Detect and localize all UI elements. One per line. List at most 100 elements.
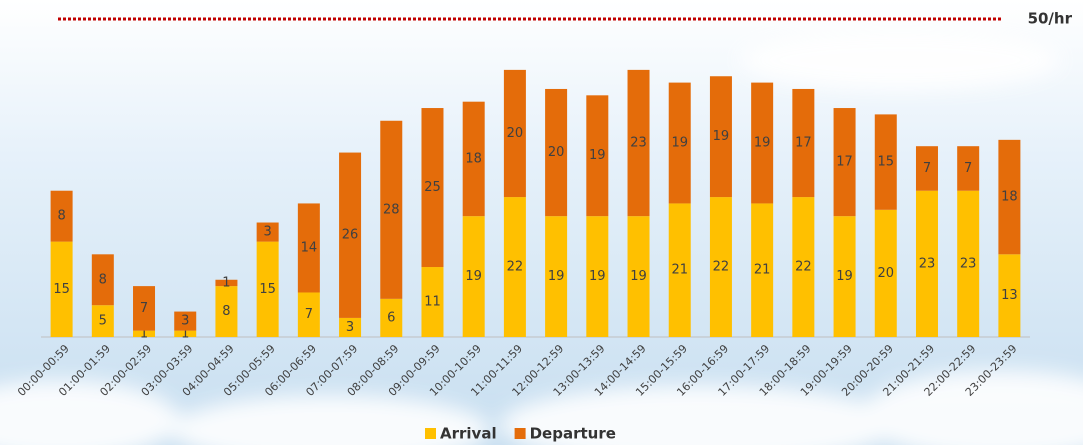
data-label: 7 — [305, 307, 313, 322]
data-label: 7 — [964, 161, 972, 176]
data-label: 23 — [630, 136, 647, 151]
bar-segment — [215, 279, 238, 287]
data-label: 19 — [548, 269, 565, 284]
data-label: 15 — [259, 282, 276, 297]
bar-segment — [174, 311, 197, 331]
bar-segment — [751, 203, 774, 337]
legend-label: Arrival — [440, 425, 497, 443]
data-label: 3 — [346, 320, 354, 335]
bar-segment — [91, 254, 114, 306]
data-label: 8 — [99, 272, 107, 287]
data-label: 20 — [877, 266, 894, 281]
bar-segment — [297, 203, 320, 293]
bar-segment — [133, 286, 156, 331]
bar-segment — [545, 88, 568, 217]
data-label: 11 — [424, 295, 441, 310]
data-label: 5 — [99, 314, 107, 329]
data-label: 7 — [140, 301, 148, 316]
legend-swatch — [425, 428, 436, 439]
bar-segment — [957, 190, 980, 337]
legend-label: Departure — [530, 425, 616, 443]
bar-segment — [545, 216, 568, 337]
data-label: 15 — [53, 282, 70, 297]
bar-segment — [915, 190, 938, 337]
data-label: 7 — [923, 161, 931, 176]
data-label: 22 — [795, 260, 812, 275]
data-label: 19 — [465, 269, 482, 284]
bar-segment — [709, 197, 732, 337]
bar-segment — [339, 152, 362, 318]
legend-swatch — [514, 428, 526, 439]
data-label: 18 — [465, 151, 482, 166]
data-label: 28 — [383, 202, 400, 217]
bar-segment — [503, 69, 526, 198]
bar-segment — [421, 108, 444, 268]
bar-segment — [874, 114, 897, 210]
reference-label: 50/hr — [1028, 10, 1073, 28]
bar-segment — [50, 241, 73, 337]
data-label: 19 — [836, 269, 853, 284]
bar-segment — [751, 82, 774, 204]
bar-segment — [792, 197, 815, 337]
bar-segment — [915, 146, 938, 191]
bar-segment — [627, 69, 650, 217]
bar-segment — [586, 216, 609, 337]
data-label: 26 — [342, 228, 359, 243]
data-label: 3 — [181, 314, 189, 329]
data-label: 19 — [754, 136, 771, 151]
bar-segment — [421, 267, 444, 337]
data-label: 1 — [140, 326, 148, 341]
data-label: 15 — [877, 155, 894, 170]
bar-segment — [503, 197, 526, 337]
data-label: 19 — [713, 129, 730, 144]
bar-segment — [380, 298, 403, 337]
bar-segment — [380, 120, 403, 299]
data-label: 1 — [222, 275, 230, 290]
data-label: 17 — [836, 155, 853, 170]
bar-segment — [833, 108, 856, 217]
bar-segment — [297, 292, 320, 337]
data-label: 20 — [507, 126, 524, 141]
data-label: 13 — [1001, 288, 1018, 303]
bar-segment — [874, 209, 897, 337]
bar-segment — [998, 254, 1021, 337]
data-label: 6 — [387, 310, 395, 325]
data-label: 23 — [919, 256, 936, 271]
clouds — [0, 30, 1083, 445]
data-label: 8 — [222, 304, 230, 319]
bar-segment — [133, 330, 156, 337]
data-label: 3 — [264, 225, 272, 240]
data-label: 22 — [713, 260, 730, 275]
data-label: 19 — [671, 136, 688, 151]
bar-segment — [627, 216, 650, 337]
bar-segment — [256, 241, 279, 337]
data-label: 17 — [795, 136, 812, 151]
bar-segment — [668, 82, 691, 204]
data-label: 19 — [589, 269, 606, 284]
data-label: 8 — [57, 209, 65, 224]
data-label: 19 — [589, 148, 606, 163]
data-label: 20 — [548, 145, 565, 160]
bar-segment — [957, 146, 980, 191]
bar-segment — [339, 317, 362, 337]
data-label: 21 — [754, 263, 771, 278]
data-label: 22 — [507, 260, 524, 275]
data-label: 14 — [301, 240, 318, 255]
bar-segment — [50, 190, 73, 242]
bar-segment — [256, 222, 279, 242]
data-label: 21 — [671, 263, 688, 278]
data-label: 18 — [1001, 190, 1018, 205]
data-label: 19 — [630, 269, 647, 284]
bar-segment — [709, 76, 732, 198]
bar-segment — [215, 286, 238, 337]
data-label: 1 — [181, 326, 189, 341]
bar-segment — [998, 139, 1021, 255]
bar-segment — [668, 203, 691, 337]
bar-segment — [462, 216, 485, 337]
bar-segment — [91, 305, 114, 337]
bar-segment — [174, 330, 197, 337]
data-label: 25 — [424, 180, 441, 195]
bar-segment — [792, 88, 815, 198]
bar-segment — [462, 101, 485, 217]
